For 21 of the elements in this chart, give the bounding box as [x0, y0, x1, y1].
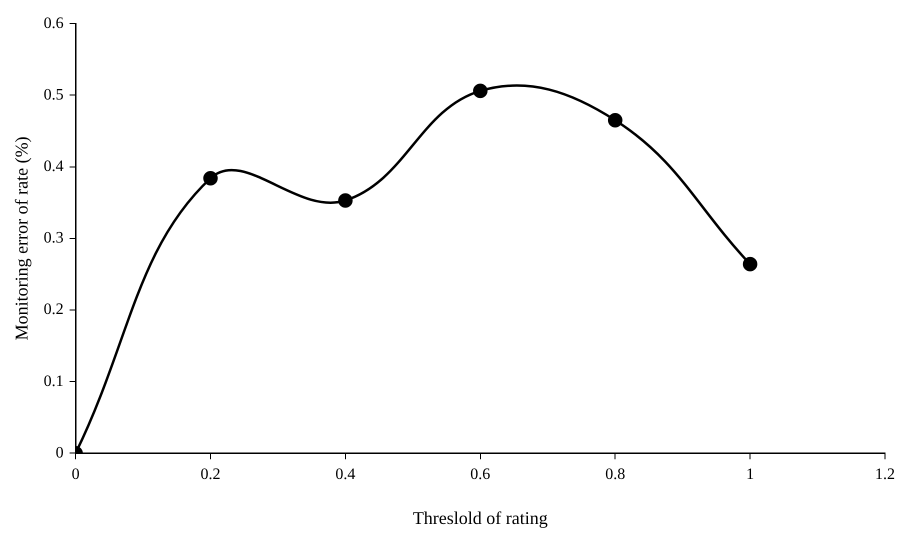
x-tick-label: 1.2: [875, 466, 895, 484]
x-tick-label: 1: [746, 466, 754, 484]
y-tick-label: 0.1: [44, 372, 64, 390]
y-tick-label: 0.4: [44, 158, 64, 176]
y-tick-label: 0.5: [44, 86, 64, 104]
y-axis-title: Monitoring error of rate (%): [12, 136, 32, 340]
y-tick-label: 0.3: [44, 230, 64, 247]
x-tick-label: 0.4: [335, 466, 356, 484]
point: [203, 171, 218, 186]
point: [473, 84, 488, 98]
x-tick-label: 0.2: [200, 466, 220, 484]
y-tick-label: 0: [56, 444, 64, 462]
x-axis-title: Threslold of rating: [412, 508, 548, 528]
x-tick-label: 0: [72, 466, 80, 484]
x-tick-label: 0.8: [605, 466, 626, 484]
y-tick-label: 0.2: [44, 301, 64, 318]
point: [608, 113, 622, 128]
point: [742, 256, 758, 272]
x-tick-label: 0.6: [470, 466, 490, 484]
point: [338, 193, 353, 208]
y-tick-label: 0.6: [44, 14, 64, 32]
